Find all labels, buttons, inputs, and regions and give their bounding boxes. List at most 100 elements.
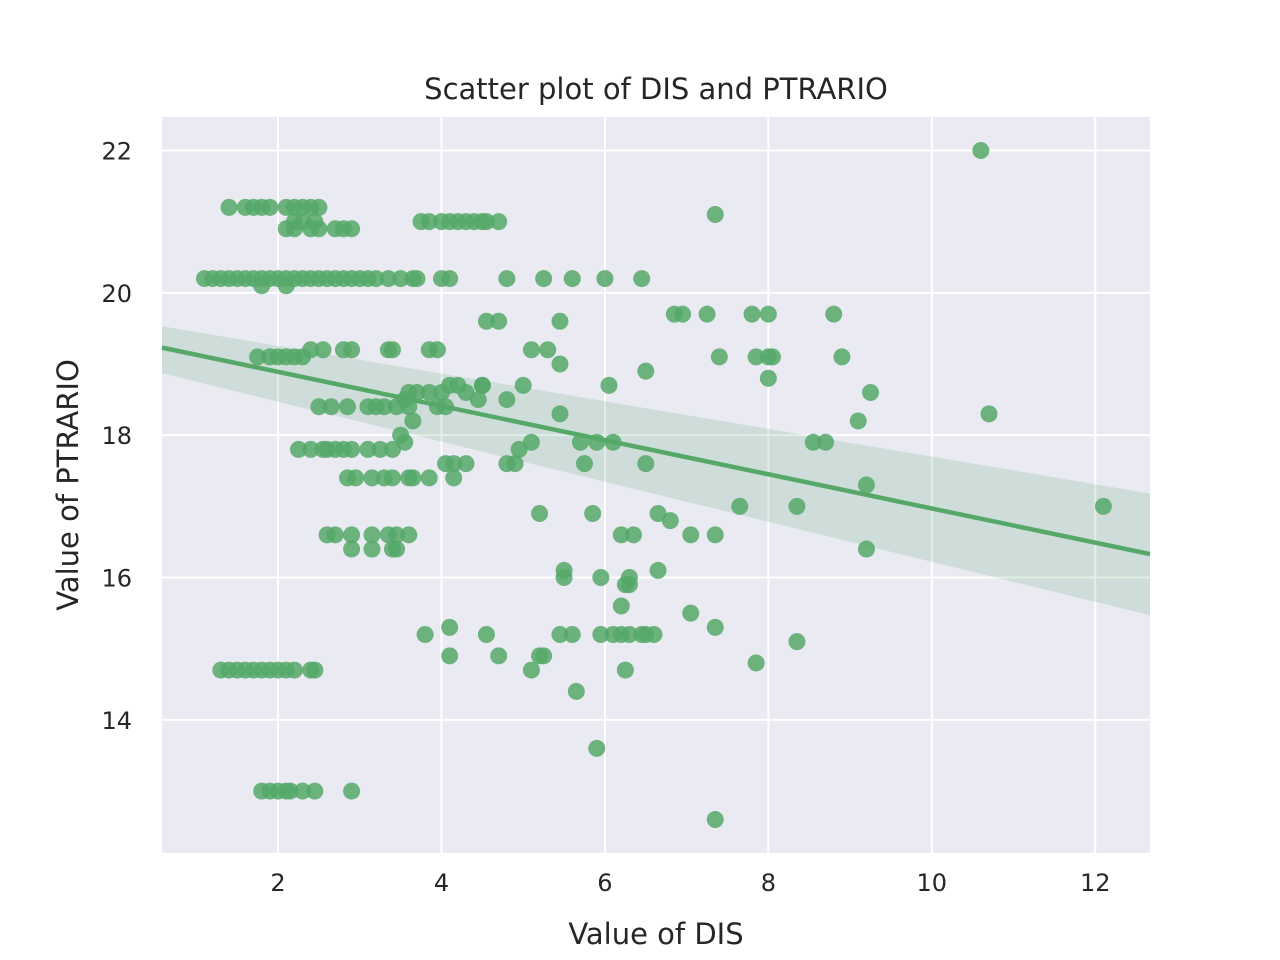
- data-point: [314, 341, 332, 359]
- data-point: [620, 625, 638, 643]
- data-point: [289, 440, 307, 458]
- data-point: [363, 540, 381, 558]
- data-point: [625, 526, 643, 544]
- data-point: [306, 213, 324, 231]
- data-point: [649, 504, 667, 522]
- data-point: [445, 455, 463, 473]
- y-tick-label: 16: [101, 565, 132, 593]
- data-point: [363, 526, 381, 544]
- data-point: [575, 455, 593, 473]
- data-point: [510, 440, 528, 458]
- data-point: [531, 504, 549, 522]
- data-point: [612, 526, 630, 544]
- data-point: [457, 383, 475, 401]
- y-tick-labels: 14 16 18 20 22: [101, 137, 132, 734]
- data-point: [363, 469, 381, 487]
- data-point: [522, 433, 540, 451]
- data-point: [339, 398, 357, 416]
- data-point: [310, 198, 328, 216]
- data-point: [408, 270, 426, 288]
- data-point: [498, 270, 516, 288]
- data-point: [849, 412, 867, 430]
- y-tick-label: 14: [101, 707, 132, 735]
- data-point: [763, 348, 781, 366]
- data-point: [310, 398, 328, 416]
- data-point: [563, 270, 581, 288]
- data-point: [388, 526, 406, 544]
- data-point: [600, 376, 618, 394]
- data-point: [522, 661, 540, 679]
- data-point: [804, 433, 822, 451]
- data-point: [584, 504, 602, 522]
- data-point: [490, 312, 508, 330]
- data-point: [277, 277, 295, 295]
- data-point: [473, 376, 491, 394]
- data-point: [261, 198, 279, 216]
- data-point: [596, 270, 614, 288]
- data-point: [706, 811, 724, 829]
- data-point: [706, 206, 724, 224]
- data-point: [551, 405, 569, 423]
- x-tick-label: 8: [761, 869, 776, 897]
- data-point: [710, 348, 728, 366]
- data-point: [388, 540, 406, 558]
- data-point: [322, 398, 340, 416]
- data-point: [592, 569, 610, 587]
- data-point: [383, 469, 401, 487]
- data-point: [637, 455, 655, 473]
- data-points: [195, 141, 1112, 829]
- data-point: [506, 455, 524, 473]
- data-point: [612, 597, 630, 615]
- data-point: [535, 647, 553, 665]
- data-point: [682, 604, 700, 622]
- data-point: [972, 141, 990, 159]
- data-point: [498, 391, 516, 409]
- data-point: [220, 198, 238, 216]
- data-point: [294, 782, 312, 800]
- data-point: [420, 469, 438, 487]
- data-point: [253, 277, 271, 295]
- y-tick-label: 20: [101, 280, 132, 308]
- data-point: [649, 561, 667, 579]
- data-point: [620, 576, 638, 594]
- data-point: [416, 625, 434, 643]
- regression-line: [161, 345, 1151, 557]
- data-point: [400, 526, 418, 544]
- data-point: [747, 654, 765, 672]
- data-point: [706, 618, 724, 636]
- data-point: [343, 341, 361, 359]
- data-point: [343, 782, 361, 800]
- data-point: [347, 469, 365, 487]
- data-point: [281, 782, 299, 800]
- data-point: [343, 220, 361, 238]
- data-point: [383, 440, 401, 458]
- data-point: [490, 213, 508, 231]
- data-point: [637, 362, 655, 380]
- data-point: [788, 633, 806, 651]
- data-point: [555, 569, 573, 587]
- data-point: [825, 305, 843, 323]
- data-point: [551, 312, 569, 330]
- data-point: [408, 383, 426, 401]
- data-point: [514, 376, 532, 394]
- data-point: [477, 625, 495, 643]
- data-point: [404, 412, 422, 430]
- data-point: [1094, 497, 1112, 515]
- x-tick-label: 12: [1080, 869, 1111, 897]
- data-point: [441, 618, 459, 636]
- data-point: [404, 469, 422, 487]
- data-point: [522, 341, 540, 359]
- y-tick-label: 18: [101, 422, 132, 450]
- data-point: [343, 440, 361, 458]
- x-axis-label: Value of DIS: [568, 917, 743, 951]
- data-point: [302, 440, 320, 458]
- data-point: [674, 305, 692, 323]
- data-point: [379, 270, 397, 288]
- data-point: [371, 440, 389, 458]
- data-point: [731, 497, 749, 515]
- x-tick-label: 4: [434, 869, 449, 897]
- data-point: [862, 383, 880, 401]
- data-point: [490, 647, 508, 665]
- data-point: [428, 341, 446, 359]
- data-point: [706, 526, 724, 544]
